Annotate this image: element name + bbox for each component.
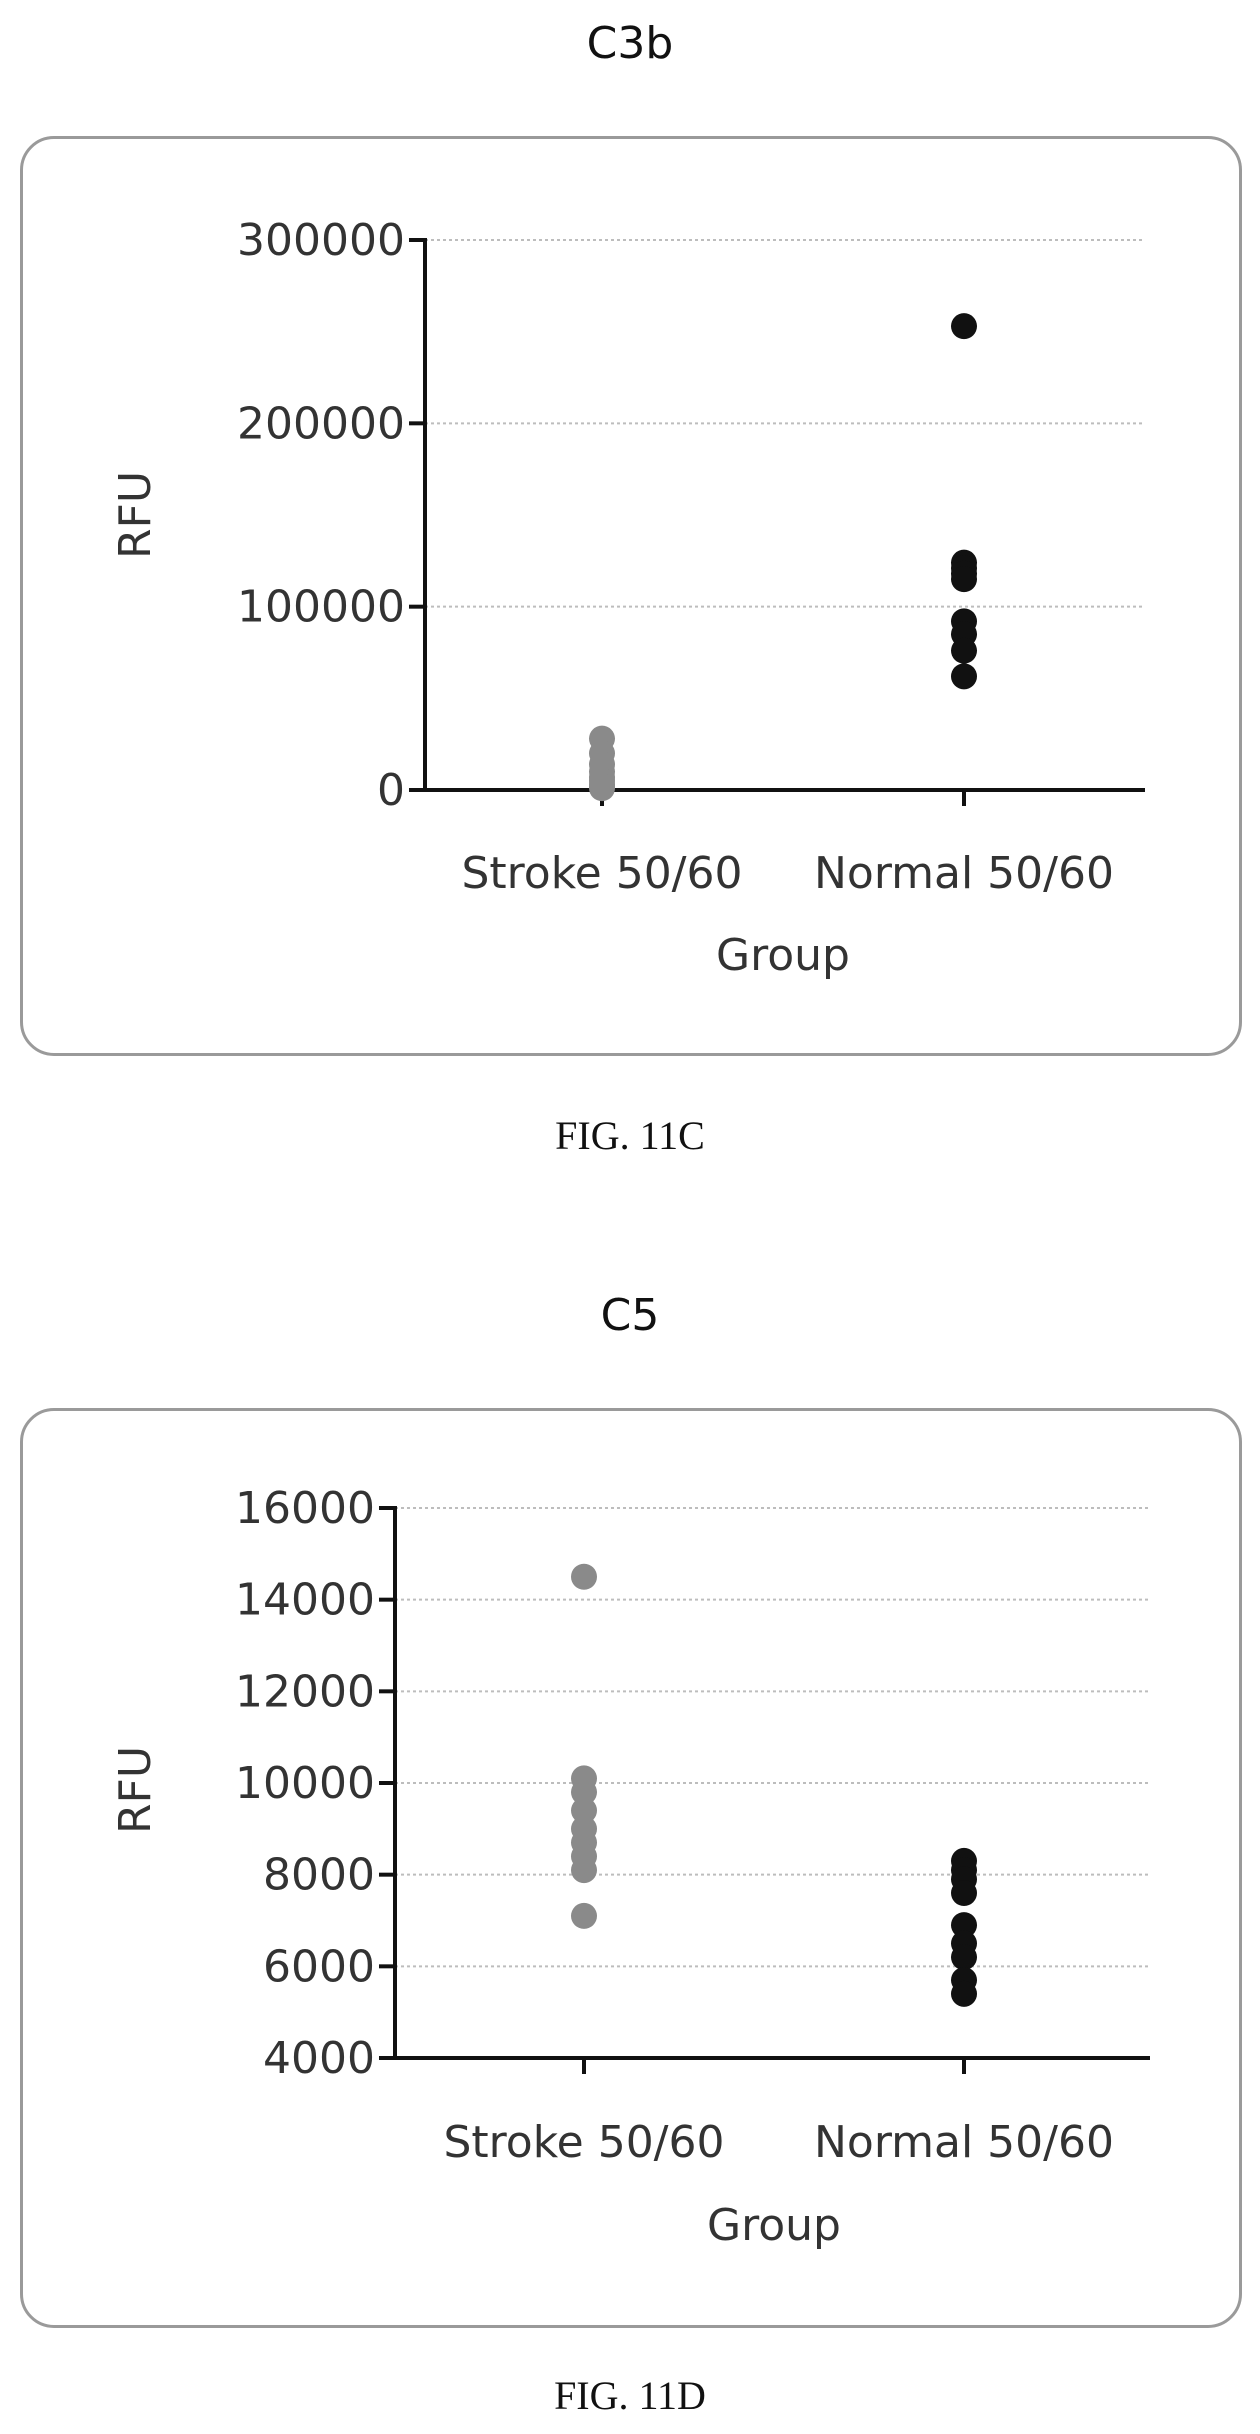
data-point <box>571 1797 597 1824</box>
data-point <box>951 1944 977 1971</box>
y-tick-label: 6000 <box>263 1941 375 1992</box>
data-point <box>951 663 977 690</box>
y-tick-label: 10000 <box>235 1758 375 1809</box>
y-axis-title: RFU <box>110 1746 161 1834</box>
data-point <box>951 313 977 340</box>
scatter-plot-c3b: 0 100000 200000 300000 Stroke 50/60 Normal 50… <box>110 215 1145 981</box>
x-tick-label: Normal 50/60 <box>814 2117 1114 2168</box>
y-tick-label: 8000 <box>263 1850 375 1901</box>
x-tick-label: Stroke 50/60 <box>444 2117 725 2168</box>
y-axis-title: RFU <box>110 471 161 559</box>
data-point <box>571 1857 597 1884</box>
y-tick-label: 100000 <box>237 582 405 633</box>
figure-caption-11c: FIG. 11C <box>555 1113 705 1158</box>
y-tick-label: 300000 <box>237 215 405 266</box>
data-point <box>951 1912 977 1939</box>
data-point <box>951 1980 977 2007</box>
y-tick-label: 200000 <box>237 398 405 449</box>
y-tick-label: 14000 <box>235 1575 375 1626</box>
figure-caption-11d: FIG. 11D <box>554 2373 706 2418</box>
data-point <box>951 1880 977 1906</box>
data-point <box>951 637 977 664</box>
x-tick-label: Stroke 50/60 <box>462 848 743 899</box>
y-tick-label: 16000 <box>235 1483 375 1534</box>
data-point <box>571 1902 597 1929</box>
y-tick-label: 12000 <box>235 1666 375 1717</box>
data-point <box>951 566 977 593</box>
x-tick-label: Normal 50/60 <box>814 848 1114 899</box>
chart-title-c3b: C3b <box>586 18 674 69</box>
x-axis-title: Group <box>716 930 850 981</box>
x-axis-title: Group <box>707 2200 841 2251</box>
chart-frame-c5 <box>20 1408 1242 2328</box>
data-point <box>571 1563 597 1590</box>
chart-frame-c3b <box>20 136 1242 1056</box>
y-tick-label: 0 <box>377 765 405 816</box>
data-point <box>589 775 615 802</box>
chart-title-c5: C5 <box>600 1290 660 1341</box>
data-point <box>571 1779 597 1806</box>
y-tick-label: 4000 <box>263 2033 375 2084</box>
